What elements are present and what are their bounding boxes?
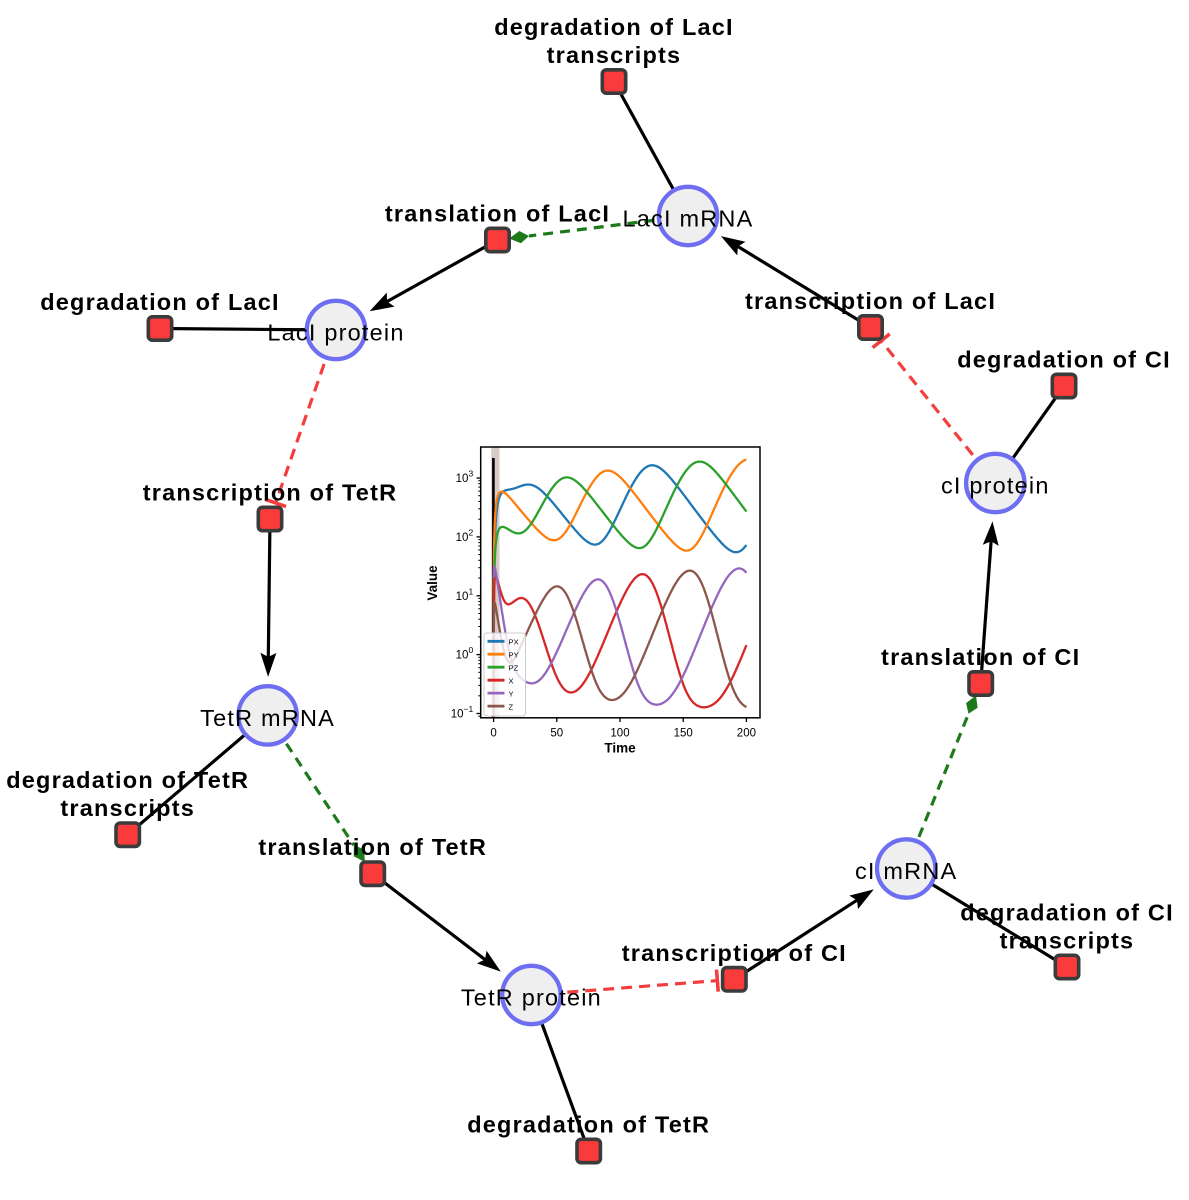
svg-text:transcripts: transcripts: [60, 795, 195, 821]
svg-text:cI mRNA: cI mRNA: [855, 858, 957, 884]
svg-text:transcription of TetR: transcription of TetR: [143, 480, 398, 506]
svg-text:cI protein: cI protein: [941, 473, 1050, 499]
svg-text:TetR protein: TetR protein: [461, 985, 602, 1011]
svg-text:Time: Time: [604, 741, 636, 756]
svg-text:degradation of CI: degradation of CI: [960, 900, 1174, 926]
svg-text:transcripts: transcripts: [547, 42, 682, 68]
svg-text:200: 200: [737, 727, 756, 739]
svg-text:50: 50: [550, 727, 563, 739]
svg-text:transcripts: transcripts: [1000, 928, 1135, 954]
svg-text:TetR mRNA: TetR mRNA: [200, 705, 335, 731]
svg-text:0: 0: [490, 727, 496, 739]
svg-text:degradation of TetR: degradation of TetR: [467, 1112, 710, 1138]
svg-text:Z: Z: [509, 703, 514, 712]
svg-text:Y: Y: [509, 690, 514, 699]
svg-text:transcription of LacI: transcription of LacI: [745, 288, 996, 314]
svg-text:PZ: PZ: [509, 664, 519, 673]
svg-text:translation of TetR: translation of TetR: [258, 834, 487, 860]
svg-text:degradation of LacI: degradation of LacI: [494, 14, 734, 40]
svg-text:degradation of CI: degradation of CI: [957, 347, 1171, 373]
svg-text:LacI protein: LacI protein: [267, 320, 404, 346]
svg-text:PX: PX: [509, 638, 519, 647]
svg-text:Value: Value: [425, 565, 440, 601]
svg-text:translation of LacI: translation of LacI: [385, 201, 610, 227]
svg-text:degradation of TetR: degradation of TetR: [6, 767, 249, 793]
svg-text:LacI mRNA: LacI mRNA: [623, 206, 754, 232]
svg-text:150: 150: [674, 727, 693, 739]
svg-text:PY: PY: [509, 651, 519, 660]
svg-text:100: 100: [610, 727, 629, 739]
svg-text:translation of CI: translation of CI: [881, 644, 1080, 670]
svg-text:degradation of LacI: degradation of LacI: [40, 289, 280, 315]
svg-text:transcription of CI: transcription of CI: [622, 940, 847, 966]
svg-text:X: X: [509, 677, 514, 686]
